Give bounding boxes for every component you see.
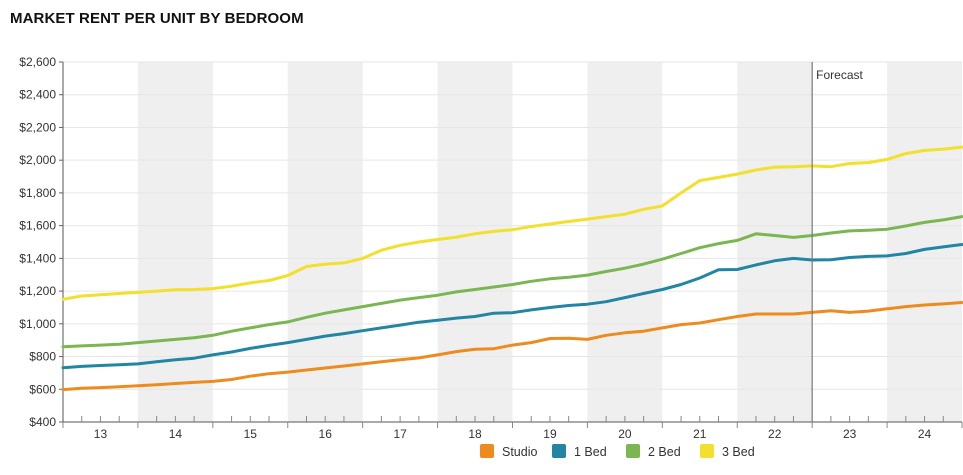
chart-title: MARKET RENT PER UNIT BY BEDROOM: [10, 10, 304, 27]
x-tick-label: 17: [393, 427, 407, 441]
x-tick-label: 16: [319, 427, 333, 441]
legend: Studio 1 Bed 2 Bed 3 Bed: [480, 444, 755, 459]
x-tick-label: 14: [169, 427, 183, 441]
forecast-annotation: Forecast: [811, 62, 864, 422]
y-tick-label: $1,000: [19, 317, 56, 331]
year-band: [887, 62, 962, 422]
legend-label: Studio: [502, 445, 537, 459]
year-band: [437, 62, 513, 422]
y-tick-label: $1,200: [19, 284, 56, 298]
x-tick-label: 22: [768, 427, 782, 441]
year-band: [737, 62, 813, 422]
x-tick-label: 15: [244, 427, 258, 441]
y-axis: $400 $600 $800 $1,000 $1,200 $1,400 $1,600 $1,8…: [19, 55, 64, 429]
y-tick-label: $400: [29, 415, 56, 429]
legend-swatch: [626, 444, 640, 458]
legend-label: 1 Bed: [574, 445, 607, 459]
y-tick-label: $600: [29, 382, 56, 396]
year-band: [137, 62, 213, 422]
year-band: [587, 62, 663, 422]
legend-label: 2 Bed: [648, 445, 681, 459]
x-tick-label: 20: [618, 427, 632, 441]
x-tick-label: 23: [843, 427, 857, 441]
x-tick-label: 18: [468, 427, 482, 441]
y-tick-label: $2,000: [19, 153, 56, 167]
year-bands: [137, 62, 962, 422]
y-tick-label: $1,600: [19, 219, 56, 233]
x-tick-label: 13: [94, 427, 108, 441]
y-tick-label: $2,200: [19, 120, 56, 134]
x-tick-label: 24: [918, 427, 932, 441]
y-tick-label: $2,400: [19, 88, 56, 102]
y-tick-label: $800: [29, 350, 56, 364]
legend-swatch: [700, 444, 714, 458]
x-tick-label: 19: [543, 427, 557, 441]
y-tick-label: $1,800: [19, 186, 56, 200]
year-band: [287, 62, 363, 422]
forecast-label: Forecast: [816, 68, 863, 82]
y-tick-label: $2,600: [19, 55, 56, 69]
y-tick-label: $1,400: [19, 251, 56, 265]
x-tick-label: 21: [693, 427, 707, 441]
legend-swatch: [480, 444, 494, 458]
legend-label: 3 Bed: [722, 445, 755, 459]
legend-swatch: [552, 444, 566, 458]
